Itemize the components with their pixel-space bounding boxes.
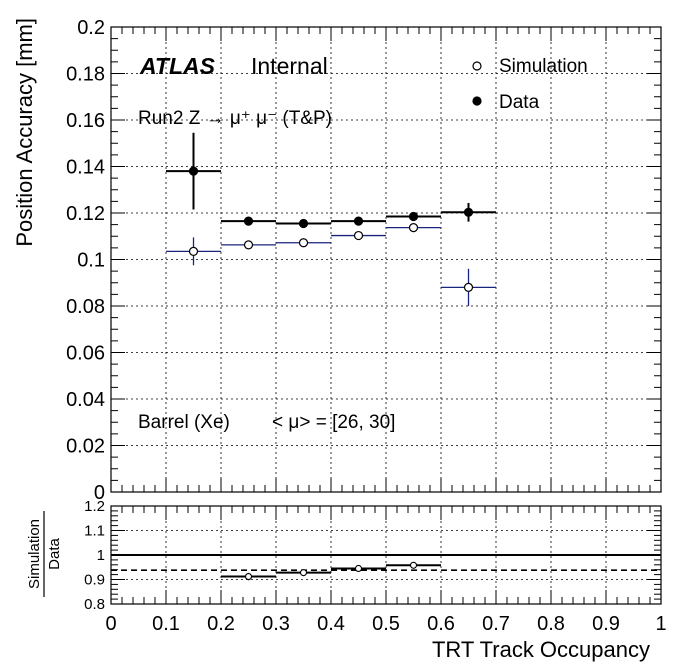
simulation-point — [243, 240, 254, 250]
x-tick-label: 1 — [655, 613, 666, 635]
data-point — [408, 211, 419, 222]
ratio-y-tick-label: 1 — [97, 547, 105, 564]
x-tick-label: 0.4 — [317, 613, 345, 635]
simulation-point — [188, 246, 199, 256]
region-label: Barrel (Xe) — [138, 412, 230, 433]
ratio-y-tick-label: 0.9 — [84, 572, 105, 589]
ratio-ticks — [110, 505, 662, 605]
atlas-label: ATLAS — [139, 53, 216, 79]
main-y-tick-label: 0.1 — [77, 250, 105, 272]
x-tick-labels: 0 0.1 0.2 0.3 0.4 0.5 0.6 0.7 0.8 0.9 1 — [105, 613, 666, 635]
ratio-y-tick-label: 1.2 — [84, 498, 105, 515]
simulation-point — [463, 282, 474, 292]
main-y-tick-label: 0.02 — [66, 436, 105, 458]
ratio-y-tick-label: 1.1 — [84, 523, 105, 540]
main-y-tick-label: 0.12 — [66, 203, 105, 225]
main-y-tick-label: 0.14 — [66, 157, 105, 179]
simulation-point — [408, 223, 419, 233]
ratio-y-title-numerator: Simulation — [26, 519, 43, 589]
x-tick-label: 0.3 — [262, 613, 290, 635]
ratio-y-tick-labels: 0.8 0.9 1 1.1 1.2 — [84, 498, 105, 613]
x-tick-label: 0.9 — [592, 613, 620, 635]
main-y-tick-label: 0.06 — [66, 343, 105, 365]
main-y-tick-label: 0.16 — [66, 110, 105, 132]
main-ticks — [110, 26, 662, 493]
x-tick-label: 0.1 — [152, 613, 180, 635]
y-axis-title: Position Accuracy [mm] — [12, 18, 37, 247]
legend-simulation-label: Simulation — [499, 56, 588, 77]
main-y-tick-label: 0.08 — [66, 296, 105, 318]
legend-simulation-marker — [472, 61, 482, 71]
main-y-tick-label: 0.04 — [66, 389, 105, 411]
main-y-tick-label: 0 — [94, 482, 105, 504]
ratio-point — [244, 573, 253, 581]
simulation-series — [166, 223, 496, 306]
data-point — [188, 166, 199, 176]
data-point — [298, 218, 309, 229]
main-y-tick-label: 0.2 — [77, 17, 105, 39]
data-point — [243, 216, 254, 226]
main-y-tick-labels: 0 0.02 0.04 0.06 0.08 0.1 0.12 0.14 0.16 0.18 0.2 — [66, 17, 105, 504]
data-point — [463, 207, 474, 217]
ratio-point — [409, 561, 418, 569]
x-tick-label: 0.6 — [427, 613, 455, 635]
ratio-series — [221, 561, 441, 581]
ratio-y-title-denominator: Data — [46, 538, 63, 570]
simulation-point — [298, 238, 309, 248]
x-tick-label: 0.5 — [372, 613, 400, 635]
main-grid — [111, 27, 661, 492]
ratio-y-axis-title: Simulation Data — [26, 511, 63, 597]
x-tick-label: 0.8 — [537, 613, 565, 635]
ratio-point — [299, 569, 308, 577]
data-series — [166, 132, 496, 229]
x-axis-title: TRT Track Occupancy — [432, 637, 650, 662]
ratio-y-tick-label: 0.8 — [84, 596, 105, 613]
process-label: Run2 Z → μ⁺ μ⁻ (T&P) — [138, 108, 332, 129]
data-point — [353, 216, 364, 226]
legend-data-label: Data — [499, 92, 540, 113]
x-tick-label: 0 — [105, 613, 116, 635]
legend-data-marker — [472, 96, 482, 106]
internal-label: Internal — [251, 53, 328, 79]
main-y-tick-label: 0.18 — [66, 64, 105, 86]
x-tick-label: 0.7 — [482, 613, 510, 635]
legend: Simulation Data — [472, 56, 588, 113]
x-tick-label: 0.2 — [207, 613, 235, 635]
pileup-label: < μ> = [26, 30] — [272, 412, 395, 433]
ratio-point — [354, 564, 363, 573]
simulation-point — [353, 230, 364, 241]
ratio-reference-lines — [111, 554, 661, 571]
